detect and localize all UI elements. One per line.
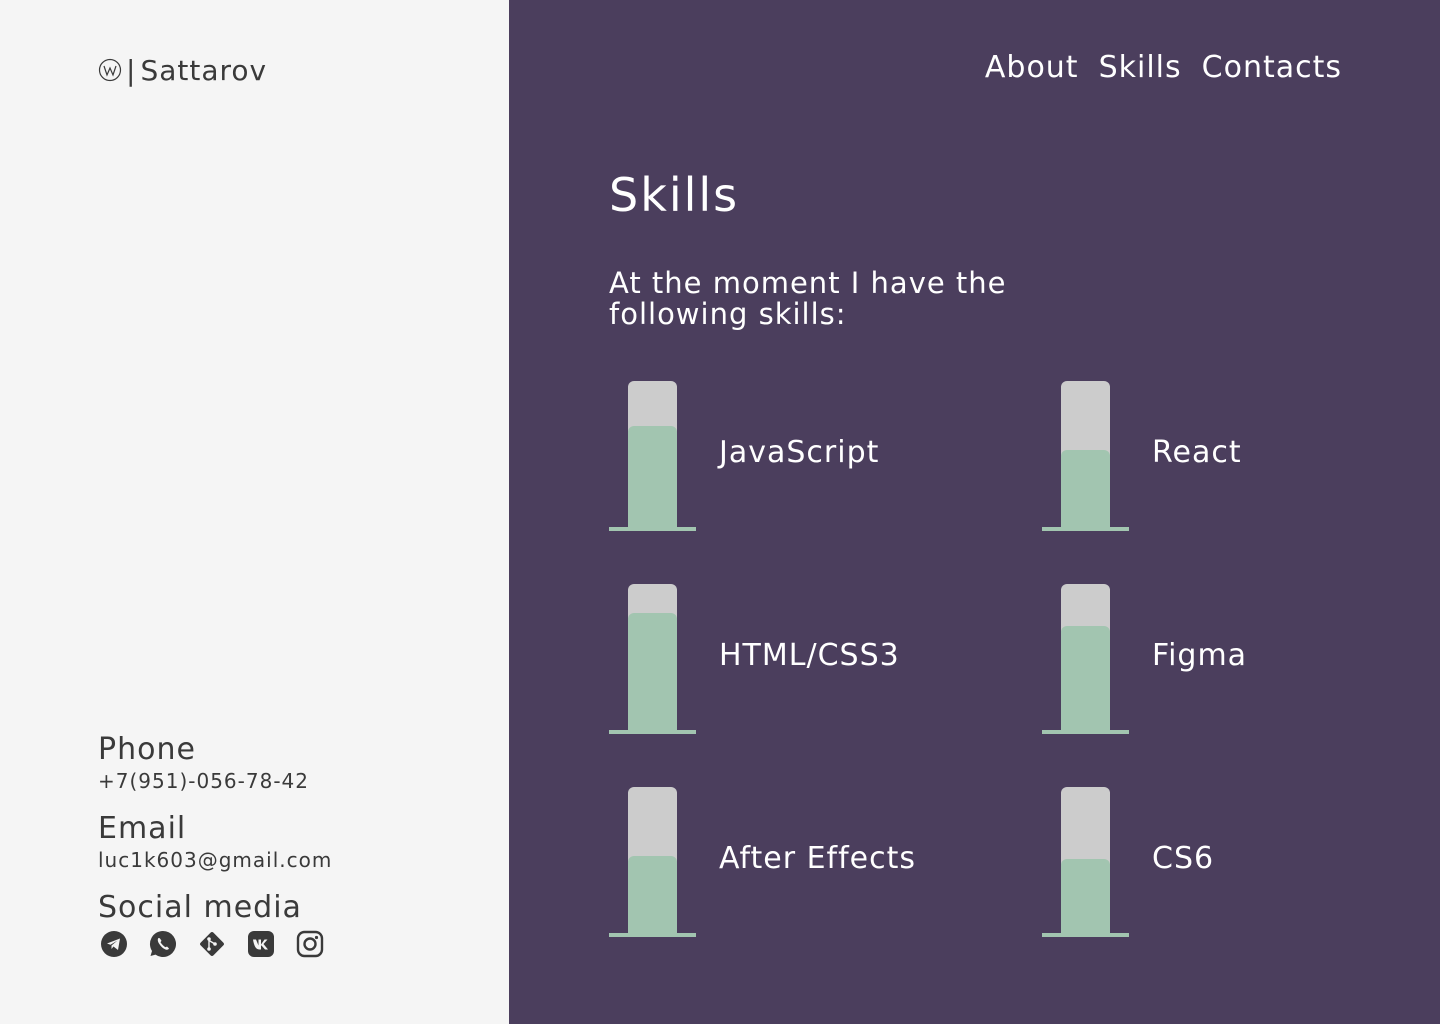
skill-item-javascript: JavaScript [609, 379, 1009, 531]
main-panel: About Skills Contacts Skills At the mome… [509, 0, 1440, 1024]
skill-label: Figma [1152, 638, 1248, 673]
skill-item-html-css: HTML/CSS3 [609, 582, 1009, 734]
skill-meter [1061, 584, 1110, 730]
nav-skills[interactable]: Skills [1098, 50, 1182, 85]
skill-meter-base [1042, 933, 1129, 937]
social-label: Social media [98, 890, 302, 925]
skill-label: CS6 [1152, 841, 1215, 876]
whatsapp-icon[interactable] [149, 930, 177, 958]
skill-meter-base [1042, 730, 1129, 734]
skill-meter-base [609, 933, 696, 937]
skill-item-cs6: CS6 [1042, 785, 1440, 937]
logo-separator: | [126, 53, 137, 87]
instagram-icon[interactable] [296, 930, 324, 958]
skill-item-react: React [1042, 379, 1440, 531]
skill-meter-fill [628, 426, 677, 527]
skill-item-after-effects: After Effects [609, 785, 1009, 937]
phone-label: Phone [98, 732, 196, 767]
skill-meter [1061, 381, 1110, 527]
phone-value[interactable]: +7(951)-056-78-42 [98, 769, 309, 793]
skills-intro: At the moment I have the following skill… [609, 266, 1007, 331]
skill-meter-fill [628, 613, 677, 730]
skill-meter [628, 381, 677, 527]
email-value[interactable]: luc1k603@gmail.com [98, 848, 333, 872]
skill-meter-fill [628, 855, 677, 933]
skill-label: React [1152, 435, 1242, 470]
skill-meter-fill [1061, 626, 1110, 730]
telegram-icon[interactable] [100, 930, 128, 958]
git-icon[interactable] [198, 930, 226, 958]
skill-meter [628, 584, 677, 730]
skill-meter [628, 787, 677, 933]
skill-meter-base [609, 527, 696, 531]
page-title: Skills [609, 168, 740, 222]
email-label: Email [98, 811, 187, 846]
social-links [100, 930, 324, 958]
logo-name: Sattarov [140, 53, 268, 87]
phone-block: Phone +7(951)-056-78-42 [98, 732, 309, 793]
logo[interactable]: | Sattarov [98, 53, 268, 87]
vk-icon[interactable] [247, 930, 275, 958]
skill-meter-fill [1061, 449, 1110, 527]
skill-meter-base [609, 730, 696, 734]
nav-about[interactable]: About [984, 50, 1079, 85]
skill-meter [1061, 787, 1110, 933]
skill-label: After Effects [719, 841, 916, 876]
skill-item-figma: Figma [1042, 582, 1440, 734]
skill-label: JavaScript [719, 435, 880, 470]
email-block: Email luc1k603@gmail.com [98, 811, 332, 872]
social-block: Social media [98, 890, 302, 925]
logo-mark-icon [98, 58, 122, 82]
skill-label: HTML/CSS3 [719, 638, 900, 673]
skill-meter-base [1042, 527, 1129, 531]
sidebar: | Sattarov Phone +7(951)-056-78-42 Email… [0, 0, 509, 1024]
skill-meter-fill [1061, 858, 1110, 933]
nav-contacts[interactable]: Contacts [1201, 50, 1342, 85]
top-nav: About Skills Contacts [985, 50, 1342, 85]
